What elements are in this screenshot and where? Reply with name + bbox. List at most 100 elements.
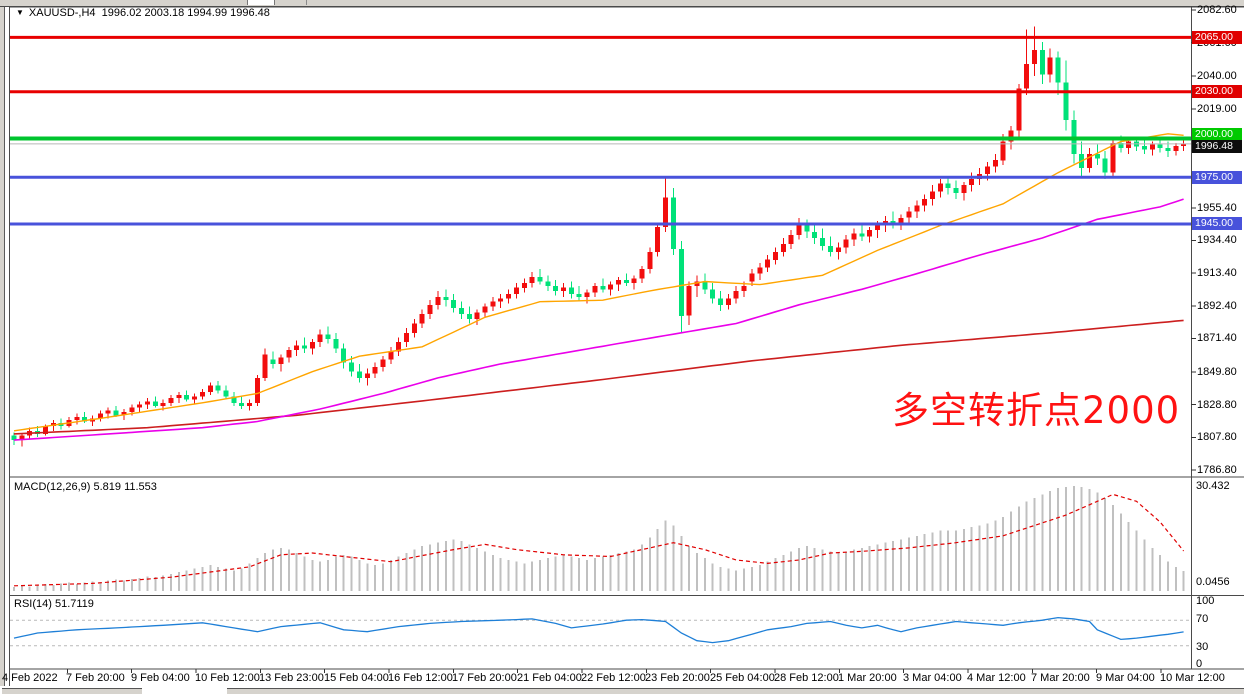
candle-body — [639, 269, 645, 279]
candle-body — [772, 252, 778, 260]
candle-body — [317, 334, 323, 343]
status-panel-left — [2, 688, 142, 694]
candle-body — [42, 426, 48, 434]
candle-body — [647, 252, 653, 270]
candle-body — [113, 410, 119, 416]
ma-slow-line — [13, 319, 1184, 435]
chart-annotation-text[interactable]: 多空转折点2000 — [892, 389, 1181, 432]
candle-body — [686, 286, 692, 316]
candle-body — [765, 259, 771, 268]
candle-body — [749, 273, 755, 282]
candle-body — [388, 351, 394, 360]
candle-body — [929, 191, 935, 200]
candle-body — [537, 276, 543, 282]
candle-body — [325, 334, 331, 340]
candle-body — [286, 349, 292, 358]
candle-body — [482, 306, 488, 313]
candle-body — [380, 359, 386, 368]
candle-body — [419, 314, 425, 324]
toolbar-separator — [306, 0, 307, 5]
candle-body — [11, 435, 17, 441]
candle-body — [341, 348, 347, 363]
candle-body — [859, 233, 865, 237]
candle-body — [105, 410, 111, 414]
candle-body — [356, 371, 362, 378]
candle-body — [906, 211, 912, 218]
candle-body — [945, 183, 951, 189]
macd-name: MACD(12,26,9) — [14, 481, 91, 493]
candle-body — [1063, 82, 1069, 120]
macd-signal-line — [13, 493, 1185, 587]
candle-body — [576, 294, 582, 298]
candle-body — [1008, 130, 1014, 142]
candle-body — [623, 280, 629, 284]
toolbar-control-fragment[interactable] — [247, 0, 275, 5]
candle-body — [97, 413, 103, 419]
candle-body — [890, 220, 896, 224]
candle-body — [1055, 57, 1061, 83]
candle-body — [270, 359, 276, 364]
candle-body — [74, 416, 80, 420]
macd-histogram — [13, 486, 1185, 591]
chart-symbol-timeframe: XAUUSD-,H4 — [28, 7, 96, 19]
candle-body — [137, 404, 143, 408]
macd-values: 5.819 11.553 — [93, 481, 157, 493]
candle-body — [458, 308, 464, 315]
toolbar-fragment — [0, 0, 1244, 7]
candle-body — [812, 231, 818, 238]
candle-body — [545, 281, 551, 287]
candle-body — [521, 283, 527, 288]
candle-body — [231, 396, 237, 403]
candle-body — [498, 298, 504, 302]
candle-body — [215, 385, 221, 391]
candle-body — [1032, 49, 1037, 64]
candle-body — [827, 245, 833, 252]
candle-body — [914, 205, 920, 212]
candle-body — [553, 286, 559, 291]
chart-title-triangle-icon[interactable]: ▼ — [16, 8, 24, 17]
ma-fast-line — [13, 133, 1184, 432]
candle-body — [254, 377, 260, 403]
candle-body — [506, 294, 512, 299]
candle-body — [1157, 144, 1163, 148]
candle-body — [239, 402, 245, 406]
candle-body — [937, 183, 943, 192]
candle-body — [561, 287, 566, 291]
candle-body — [796, 225, 802, 235]
candle-body — [694, 281, 700, 287]
candle-body — [349, 362, 355, 372]
candle-body — [1102, 158, 1108, 173]
candle-body — [733, 290, 739, 299]
candle-body — [1149, 144, 1155, 150]
candle-body — [961, 185, 967, 193]
candle-body — [702, 281, 708, 290]
candle-body — [655, 227, 661, 252]
candle-body — [663, 197, 669, 227]
candle-body — [1024, 63, 1030, 89]
candle-body — [875, 225, 880, 231]
candle-body — [82, 416, 88, 422]
candle-body — [592, 286, 598, 293]
candle-body — [1110, 143, 1116, 173]
candle-body — [568, 287, 574, 294]
candle-body — [1118, 143, 1124, 148]
candle-body — [144, 401, 150, 405]
candle-body — [435, 297, 441, 305]
candle-body — [513, 287, 519, 294]
candle-body — [411, 323, 417, 333]
candle-body — [898, 217, 904, 224]
candle-body — [631, 278, 637, 284]
candle-body — [851, 233, 857, 240]
candle-body — [466, 314, 472, 319]
candle-body — [843, 239, 849, 248]
candle-body — [451, 300, 457, 308]
candle-body — [152, 401, 158, 406]
status-bar-fragment — [0, 686, 1244, 694]
candle-body — [294, 345, 300, 350]
candle-body — [443, 297, 449, 301]
candle-body — [1126, 141, 1132, 148]
candle-body — [953, 188, 959, 193]
candle-body — [404, 332, 409, 343]
